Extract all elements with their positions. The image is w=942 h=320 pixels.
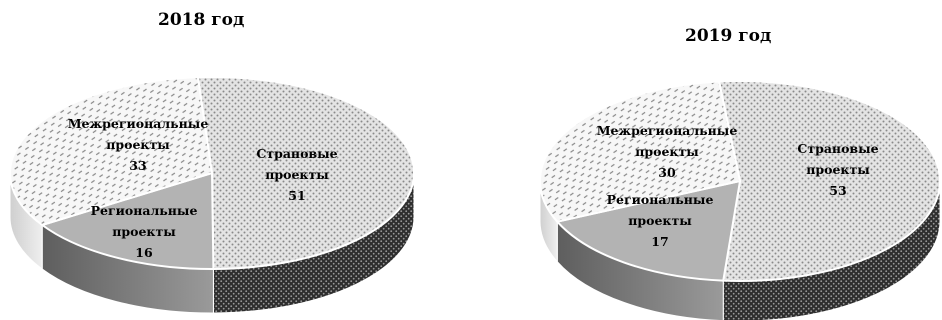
pie-2019: Страновые проекты 53 Региональные проекты 17 М… xyxy=(539,80,941,320)
slice-regional xyxy=(555,179,742,282)
slice-regional-label: Региональные проекты 16 xyxy=(91,203,198,260)
slice-regional-label: Региональные проекты 17 xyxy=(607,192,714,249)
slice-regional xyxy=(40,171,215,270)
chart-title-2018: 2018 год xyxy=(158,10,245,30)
slice-country-label: Страновые проекты 53 xyxy=(797,141,878,198)
pie-2018: Страновые проекты 51 Региональные проекты 16 М… xyxy=(9,76,415,314)
slice-country-label: Страновые проекты 51 xyxy=(256,146,337,203)
slice-country xyxy=(196,76,415,271)
slice-interregional xyxy=(539,80,742,223)
slice-interregional-label: Межрегиональные проекты 33 xyxy=(68,116,209,173)
slice-interregional-label: Межрегиональные проекты 30 xyxy=(597,123,738,180)
chart-title-2019: 2019 год xyxy=(685,26,772,46)
slice-country xyxy=(717,80,941,282)
slice-interregional xyxy=(9,76,214,227)
